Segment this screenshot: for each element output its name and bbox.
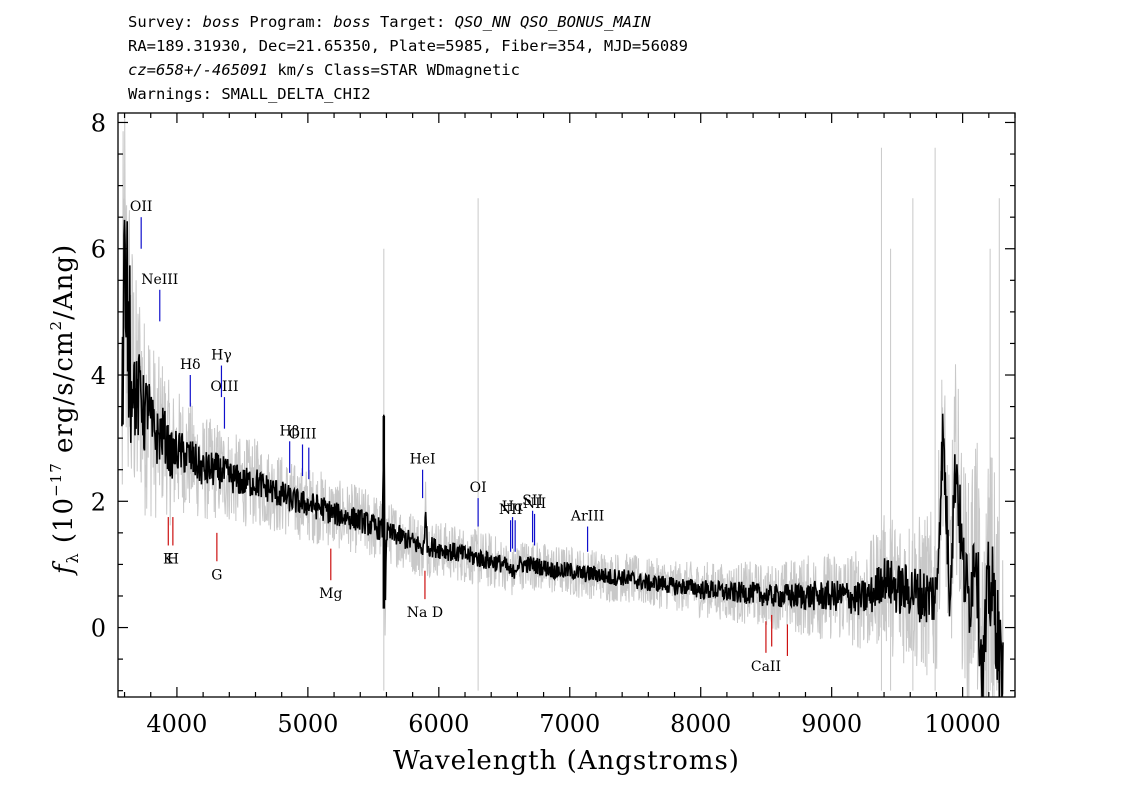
x-tick-label: 6000 xyxy=(408,710,469,738)
header-line-survey: Survey: boss Program: boss Target: QSO_N… xyxy=(128,10,688,34)
target-label: Target: xyxy=(370,13,455,31)
spectral-line-markers: OIINeIIIHδHγOIIIHβOIIIHeIOINIIHαSIINIIAr… xyxy=(130,199,789,675)
y-tick-label: 8 xyxy=(91,109,106,137)
noise-envelope-line xyxy=(121,112,1004,698)
cz-value: cz=658+/-465091 xyxy=(128,61,268,79)
absorption-line-label: G xyxy=(211,567,222,583)
noise-series xyxy=(121,112,1004,698)
absorption-line-label: Na D xyxy=(407,605,443,621)
emission-line-label: Hα xyxy=(502,499,524,515)
y-tick-label: 6 xyxy=(91,236,106,264)
program-value: boss xyxy=(333,13,371,31)
emission-line-label: SII xyxy=(522,493,543,509)
emission-line-label: Hδ xyxy=(180,357,201,373)
emission-line-label: Hγ xyxy=(211,348,232,364)
y-axis-title: fλ (10−17 erg/s/cm2/Ang) xyxy=(47,244,82,576)
header-line-coordinates: RA=189.31930, Dec=21.65350, Plate=5985, … xyxy=(128,37,688,55)
emission-line-label: OII xyxy=(130,199,153,215)
survey-label: Survey: xyxy=(128,13,203,31)
x-tick-label: 9000 xyxy=(801,710,862,738)
emission-line-label: OIII xyxy=(288,426,316,442)
x-tick-label: 7000 xyxy=(539,710,600,738)
header-line-redshift: cz=658+/-465091 km/s Class=STAR WDmagnet… xyxy=(128,58,688,82)
y-tick-label: 2 xyxy=(91,488,106,516)
x-tick-label: 4000 xyxy=(146,710,207,738)
flux-line xyxy=(121,219,1004,698)
absorption-line-label: K xyxy=(163,551,174,567)
x-tick-label: 8000 xyxy=(670,710,731,738)
emission-line-label: HeI xyxy=(410,452,436,468)
flux-series xyxy=(121,219,1004,698)
plot-frame xyxy=(117,112,1016,698)
emission-line-label: NII xyxy=(523,496,546,512)
target-value: QSO_NN QSO_BONUS_MAIN xyxy=(454,13,651,31)
x-tick-label: 5000 xyxy=(277,710,338,738)
x-tick-label: 10000 xyxy=(924,710,1000,738)
emission-line-label: NeIII xyxy=(141,272,178,288)
y-tick-label: 4 xyxy=(91,362,106,390)
emission-line-label: Hβ xyxy=(280,423,300,439)
axis-ticks: 4000 5000 6000 7000 8000 9000 10000 0 2 4 6 8 xyxy=(91,109,1016,738)
absorption-line-label: Mg xyxy=(319,586,342,602)
x-axis-title: Wavelength (Angstroms) xyxy=(393,746,740,776)
survey-value: boss xyxy=(202,13,240,31)
absorption-line-label: CaII xyxy=(751,659,781,675)
y-tick-label: 0 xyxy=(91,615,106,643)
program-label: Program: xyxy=(239,13,334,31)
header-line-warnings: Warnings: SMALL_DELTA_CHI2 xyxy=(128,85,371,103)
emission-line-label: ArIII xyxy=(570,509,604,525)
emission-line-label: NII xyxy=(499,502,522,518)
class-value: km/s Class=STAR WDmagnetic xyxy=(267,61,520,79)
emission-line-label: OIII xyxy=(210,379,238,395)
absorption-line-label: H xyxy=(167,551,179,567)
spectrum-header: Survey: boss Program: boss Target: QSO_N… xyxy=(128,10,688,106)
emission-line-label: OI xyxy=(470,480,487,496)
